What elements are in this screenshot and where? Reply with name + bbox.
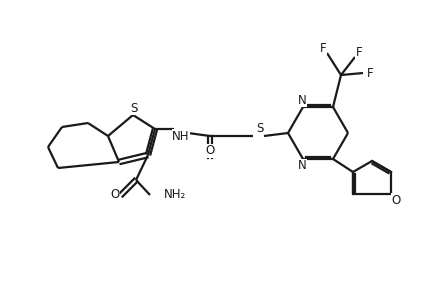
Text: O: O: [392, 193, 401, 206]
Text: O: O: [110, 188, 119, 202]
Text: N: N: [297, 93, 306, 106]
Text: O: O: [205, 144, 214, 157]
Text: S: S: [256, 122, 264, 135]
Text: F: F: [320, 41, 326, 55]
Text: NH: NH: [172, 130, 190, 142]
Text: NH₂: NH₂: [164, 188, 186, 202]
Text: S: S: [130, 102, 138, 115]
Text: N: N: [297, 160, 306, 173]
Text: F: F: [356, 46, 363, 59]
Text: F: F: [367, 66, 373, 79]
